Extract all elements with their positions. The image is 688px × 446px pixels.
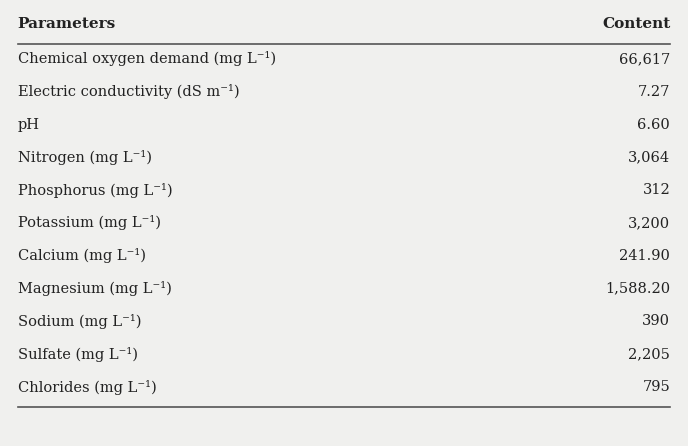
Text: Sulfate (mg L⁻¹): Sulfate (mg L⁻¹) xyxy=(18,347,138,362)
Text: Chemical oxygen demand (mg L⁻¹): Chemical oxygen demand (mg L⁻¹) xyxy=(18,51,276,66)
Text: Magnesium (mg L⁻¹): Magnesium (mg L⁻¹) xyxy=(18,281,171,296)
Text: Chlorides (mg L⁻¹): Chlorides (mg L⁻¹) xyxy=(18,380,156,395)
Text: 2,205: 2,205 xyxy=(628,347,670,361)
Text: 7.27: 7.27 xyxy=(638,85,670,99)
Text: Phosphorus (mg L⁻¹): Phosphorus (mg L⁻¹) xyxy=(18,183,173,198)
Text: Content: Content xyxy=(602,17,670,31)
Text: Nitrogen (mg L⁻¹): Nitrogen (mg L⁻¹) xyxy=(18,150,152,165)
Text: Sodium (mg L⁻¹): Sodium (mg L⁻¹) xyxy=(18,314,141,329)
Text: Calcium (mg L⁻¹): Calcium (mg L⁻¹) xyxy=(18,248,146,263)
Text: pH: pH xyxy=(18,118,40,132)
Text: 241.90: 241.90 xyxy=(619,249,670,263)
Text: Potassium (mg L⁻¹): Potassium (mg L⁻¹) xyxy=(18,215,161,231)
Text: Electric conductivity (dS m⁻¹): Electric conductivity (dS m⁻¹) xyxy=(18,84,239,99)
Text: 390: 390 xyxy=(642,314,670,328)
Text: 312: 312 xyxy=(643,183,670,197)
Text: 795: 795 xyxy=(643,380,670,394)
Text: 1,588.20: 1,588.20 xyxy=(605,282,670,296)
Text: 66,617: 66,617 xyxy=(619,52,670,66)
Text: 3,064: 3,064 xyxy=(628,150,670,164)
Text: 6.60: 6.60 xyxy=(638,118,670,132)
Text: 3,200: 3,200 xyxy=(628,216,670,230)
Text: Parameters: Parameters xyxy=(18,17,116,31)
